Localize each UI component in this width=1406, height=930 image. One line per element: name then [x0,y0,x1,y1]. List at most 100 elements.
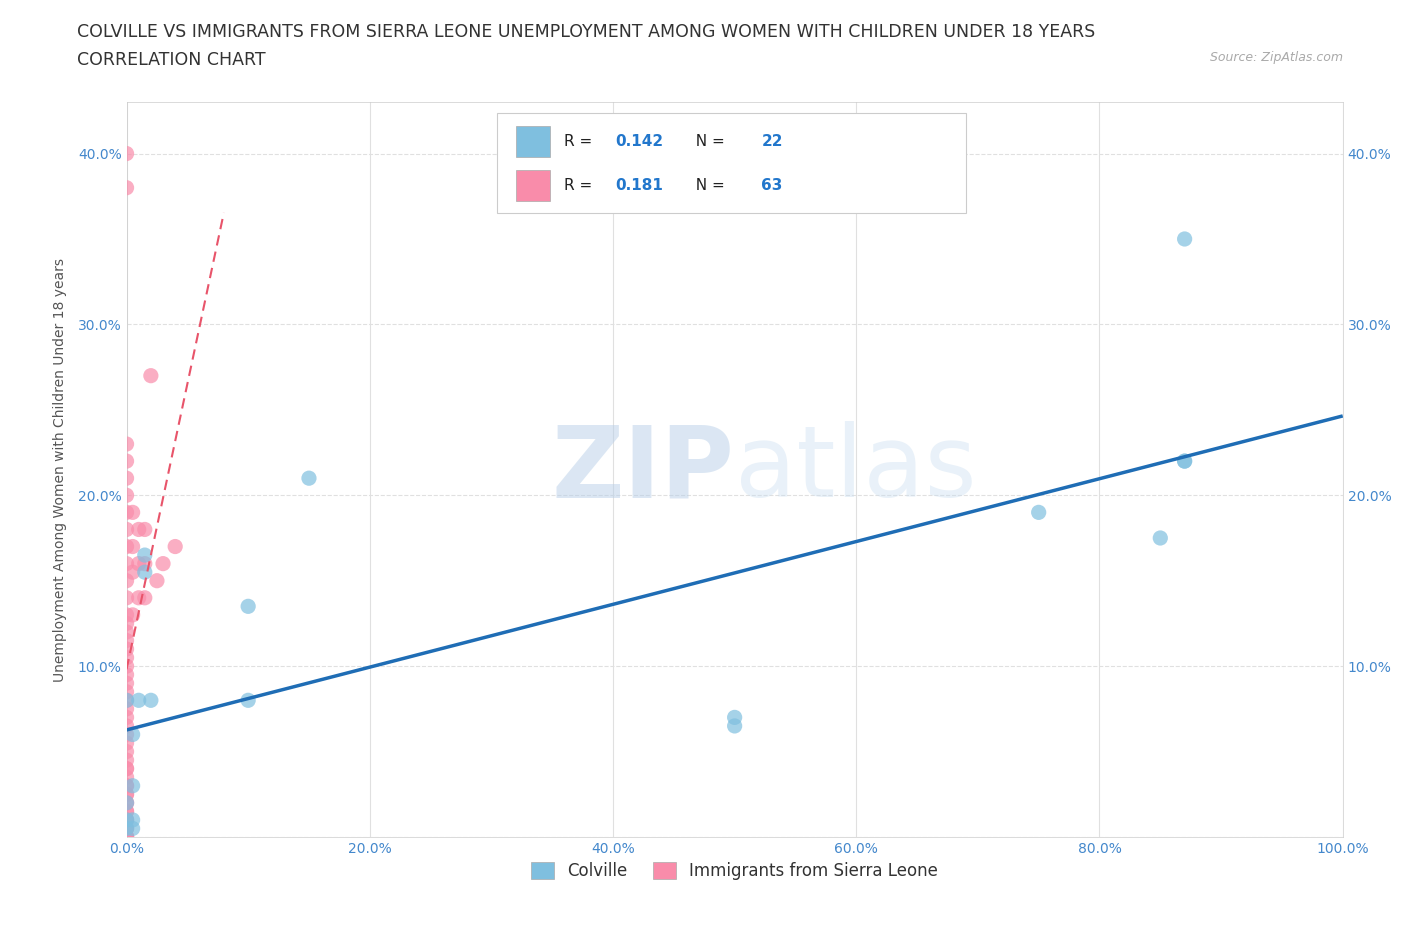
Text: N =: N = [686,134,730,149]
Point [134,522,156,537]
Point [298,471,321,485]
Text: 63: 63 [762,178,783,193]
Point [115,146,138,161]
Point [723,710,745,724]
Point [1149,530,1171,545]
Point [115,505,138,520]
Point [115,762,138,777]
Point [115,830,138,844]
Point [115,556,138,571]
Text: R =: R = [564,134,598,149]
Y-axis label: Unemployment Among Women with Children Under 18 years: Unemployment Among Women with Children U… [52,258,66,682]
Point [121,813,143,828]
Point [115,821,138,836]
Point [121,565,143,579]
Point [236,599,259,614]
Point [115,770,138,785]
Point [115,787,138,802]
Text: 0.142: 0.142 [616,134,664,149]
Point [115,736,138,751]
Point [115,454,138,469]
Point [1174,454,1197,469]
Point [121,505,143,520]
Point [134,556,156,571]
FancyBboxPatch shape [516,170,550,201]
Point [115,795,138,810]
Point [115,488,138,503]
Point [115,607,138,622]
Point [121,778,143,793]
Point [121,821,143,836]
Point [115,642,138,657]
Point [115,573,138,588]
Point [115,719,138,734]
Point [128,591,150,605]
Point [115,813,138,828]
Point [115,762,138,777]
Point [134,565,156,579]
Point [115,830,138,844]
Text: atlas: atlas [734,421,976,518]
Point [115,795,138,810]
Point [115,795,138,810]
Point [115,591,138,605]
Text: 0.181: 0.181 [616,178,664,193]
FancyBboxPatch shape [498,113,966,213]
Point [165,539,187,554]
Point [128,522,150,537]
Point [134,591,156,605]
Point [115,778,138,793]
Point [115,821,138,836]
Text: CORRELATION CHART: CORRELATION CHART [77,51,266,69]
Point [115,180,138,195]
Point [146,573,169,588]
Point [115,693,138,708]
Point [115,650,138,665]
Point [115,830,138,844]
Point [115,813,138,828]
Point [115,539,138,554]
Point [115,471,138,485]
Point [128,693,150,708]
Text: COLVILLE VS IMMIGRANTS FROM SIERRA LEONE UNEMPLOYMENT AMONG WOMEN WITH CHILDREN : COLVILLE VS IMMIGRANTS FROM SIERRA LEONE… [77,23,1095,41]
Point [121,727,143,742]
Point [115,625,138,640]
Point [115,752,138,767]
Text: Source: ZipAtlas.com: Source: ZipAtlas.com [1209,51,1343,64]
Text: R =: R = [564,178,598,193]
Point [115,787,138,802]
Point [115,658,138,673]
Point [115,727,138,742]
Point [115,830,138,844]
Point [121,539,143,554]
FancyBboxPatch shape [516,126,550,156]
Point [128,556,150,571]
Point [134,548,156,563]
Point [115,684,138,699]
Point [115,667,138,682]
Text: ZIP: ZIP [551,421,734,518]
Point [115,693,138,708]
Point [115,821,138,836]
Point [723,719,745,734]
Point [115,744,138,759]
Point [236,693,259,708]
Point [121,607,143,622]
Point [115,778,138,793]
Point [1028,505,1050,520]
Point [139,368,162,383]
Point [115,633,138,648]
Point [115,676,138,691]
Point [115,701,138,716]
Point [115,522,138,537]
Point [115,804,138,818]
Legend: Colville, Immigrants from Sierra Leone: Colville, Immigrants from Sierra Leone [531,862,938,880]
Point [115,804,138,818]
Text: 22: 22 [762,134,783,149]
Point [1174,232,1197,246]
Point [115,710,138,724]
Point [1174,454,1197,469]
Point [139,693,162,708]
Point [115,813,138,828]
Point [115,616,138,631]
